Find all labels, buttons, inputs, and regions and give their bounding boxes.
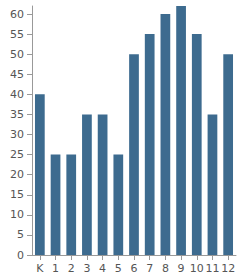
svg-text:30: 30 [10, 128, 24, 141]
svg-text:6: 6 [131, 262, 138, 275]
svg-text:5: 5 [115, 262, 122, 275]
svg-text:3: 3 [83, 262, 90, 275]
svg-text:K: K [36, 262, 44, 275]
svg-text:10: 10 [190, 262, 204, 275]
svg-text:45: 45 [10, 68, 24, 81]
svg-text:4: 4 [99, 262, 106, 275]
svg-text:50: 50 [10, 48, 24, 61]
svg-text:7: 7 [146, 262, 153, 275]
svg-text:5: 5 [17, 228, 24, 241]
svg-text:12: 12 [221, 262, 235, 275]
svg-text:10: 10 [10, 208, 24, 221]
svg-text:1: 1 [52, 262, 59, 275]
svg-text:35: 35 [10, 108, 24, 121]
svg-text:2: 2 [68, 262, 75, 275]
svg-text:9: 9 [178, 262, 185, 275]
svg-text:11: 11 [205, 262, 219, 275]
svg-text:0: 0 [17, 249, 24, 262]
svg-text:40: 40 [10, 88, 24, 101]
svg-text:25: 25 [10, 148, 24, 161]
svg-text:15: 15 [10, 188, 24, 201]
svg-text:60: 60 [10, 8, 24, 21]
svg-text:20: 20 [10, 168, 24, 181]
svg-text:8: 8 [162, 262, 169, 275]
svg-text:55: 55 [10, 28, 24, 41]
